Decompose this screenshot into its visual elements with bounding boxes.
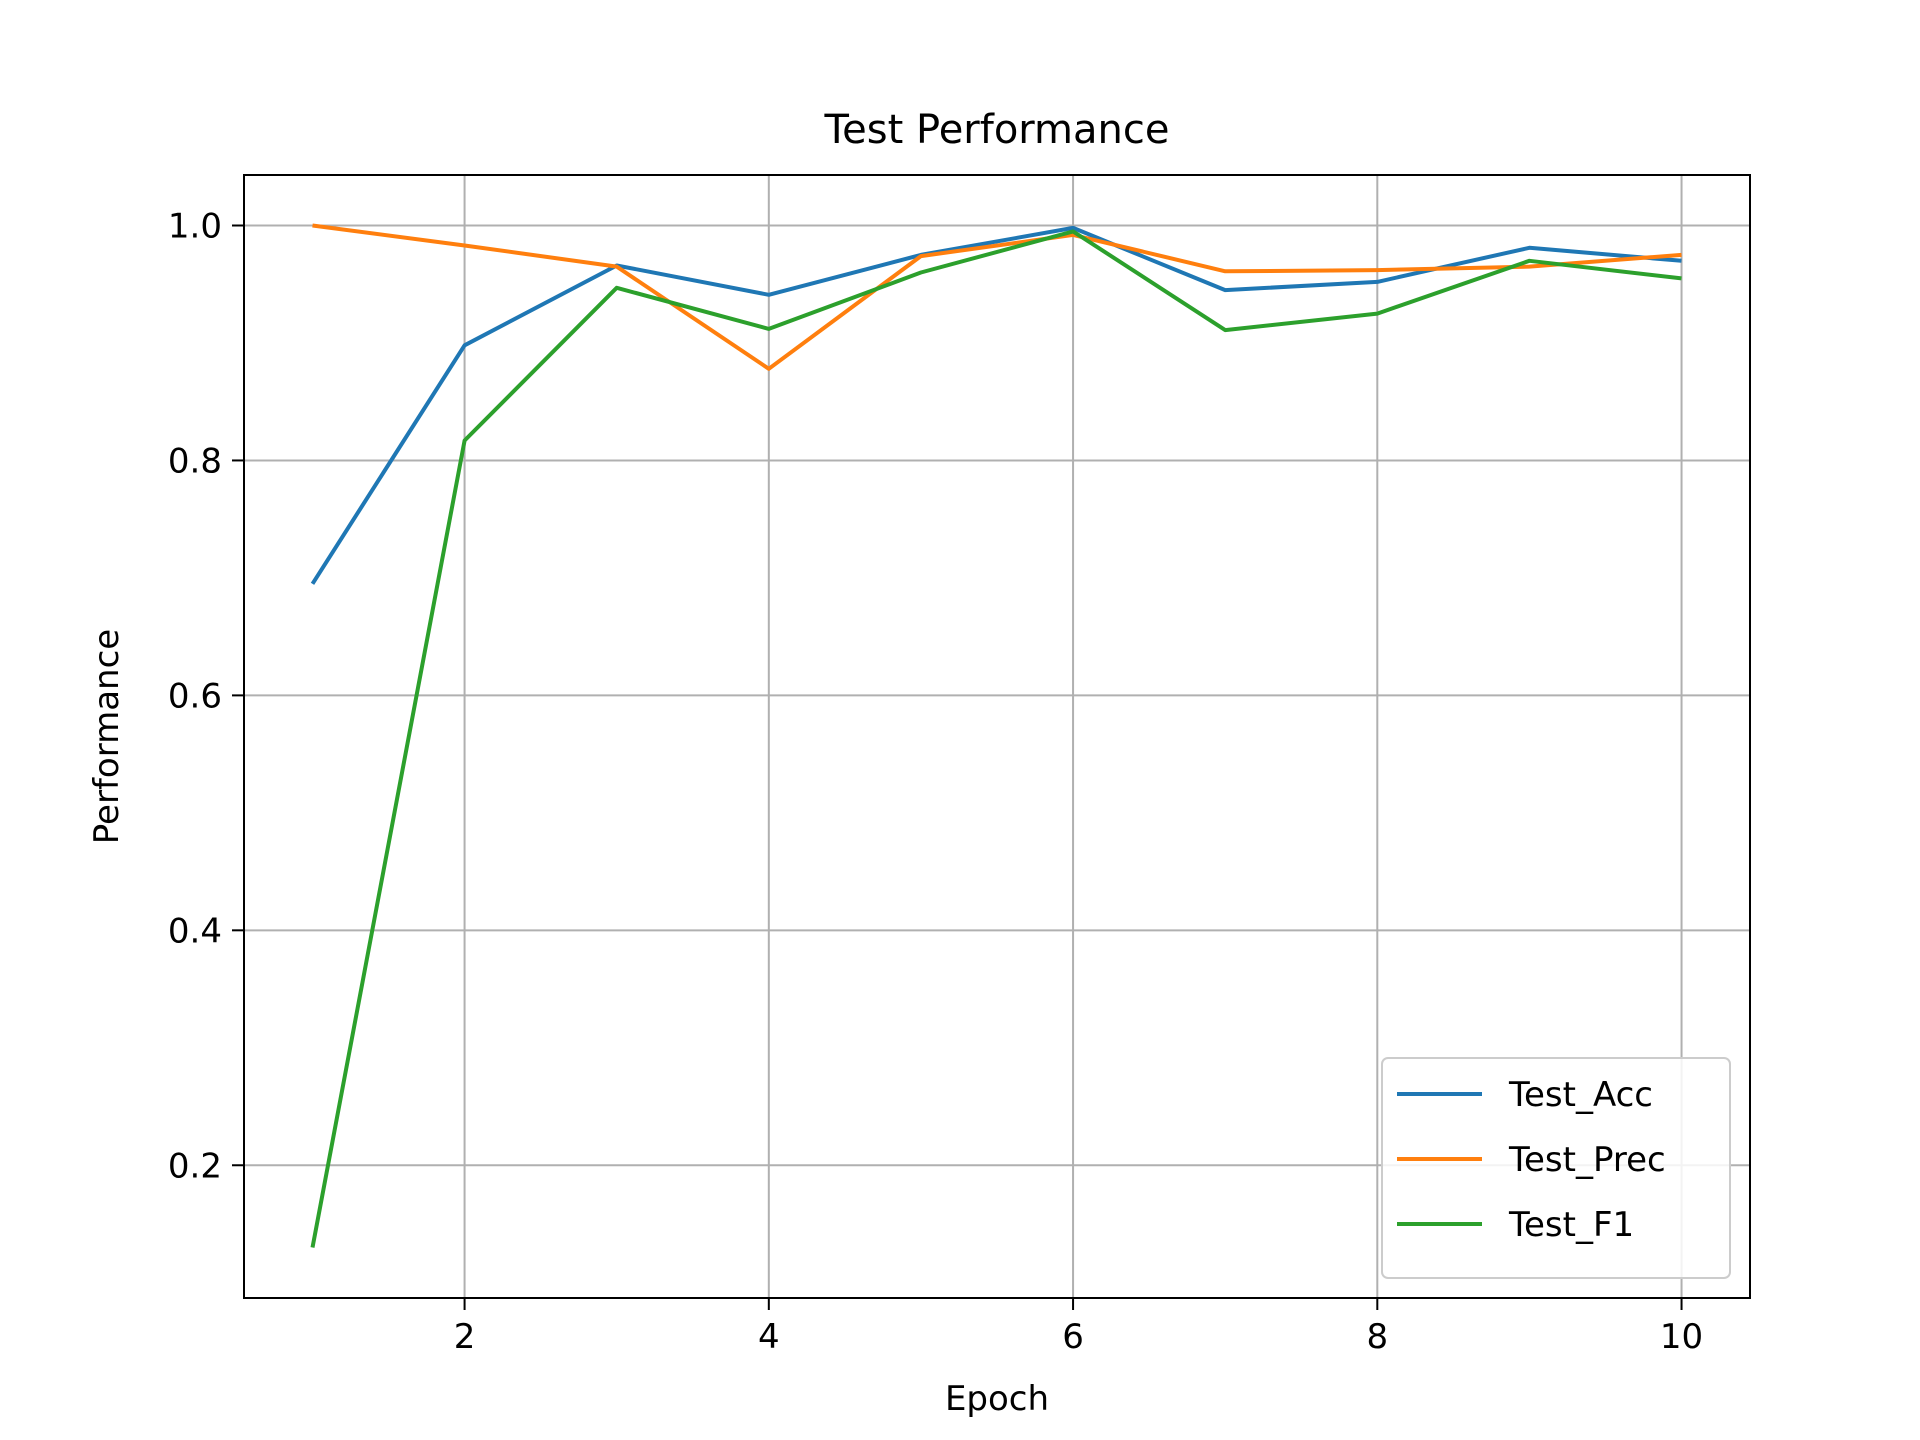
plot-frame	[243, 174, 1751, 1299]
y-tick-label: 0.2	[168, 1146, 222, 1186]
series-line-test-acc	[310, 225, 1682, 585]
y-tick-label: 0.4	[168, 911, 222, 951]
axis-ticks: 2 4 6 8 10 0.2 0.4 0.6 0.8 1.0	[168, 207, 1703, 1357]
x-tick-label: 2	[454, 1317, 476, 1357]
legend-label: Test_Acc	[1508, 1075, 1653, 1115]
x-axis-label: Epoch	[945, 1379, 1049, 1419]
series-line-test-f1	[310, 229, 1682, 1248]
grid	[244, 175, 1750, 1298]
x-tick-label: 6	[1062, 1317, 1084, 1357]
y-tick-label: 0.8	[168, 441, 222, 481]
legend: Test_Acc Test_Prec Test_F1	[1381, 1057, 1731, 1279]
y-tick-label: 1.0	[168, 207, 222, 247]
series-line-test-prec	[312, 223, 1682, 371]
y-tick-label: 0.6	[168, 676, 222, 716]
series-lines	[310, 223, 1682, 1248]
x-tick-label: 4	[758, 1317, 780, 1357]
x-tick-label: 8	[1366, 1317, 1388, 1357]
legend-label: Test_Prec	[1508, 1140, 1666, 1180]
chart-title: Test Performance	[824, 107, 1170, 153]
x-tick-label: 10	[1660, 1317, 1703, 1357]
legend-label: Test_F1	[1508, 1205, 1634, 1245]
y-axis-label: Performance	[87, 629, 127, 844]
